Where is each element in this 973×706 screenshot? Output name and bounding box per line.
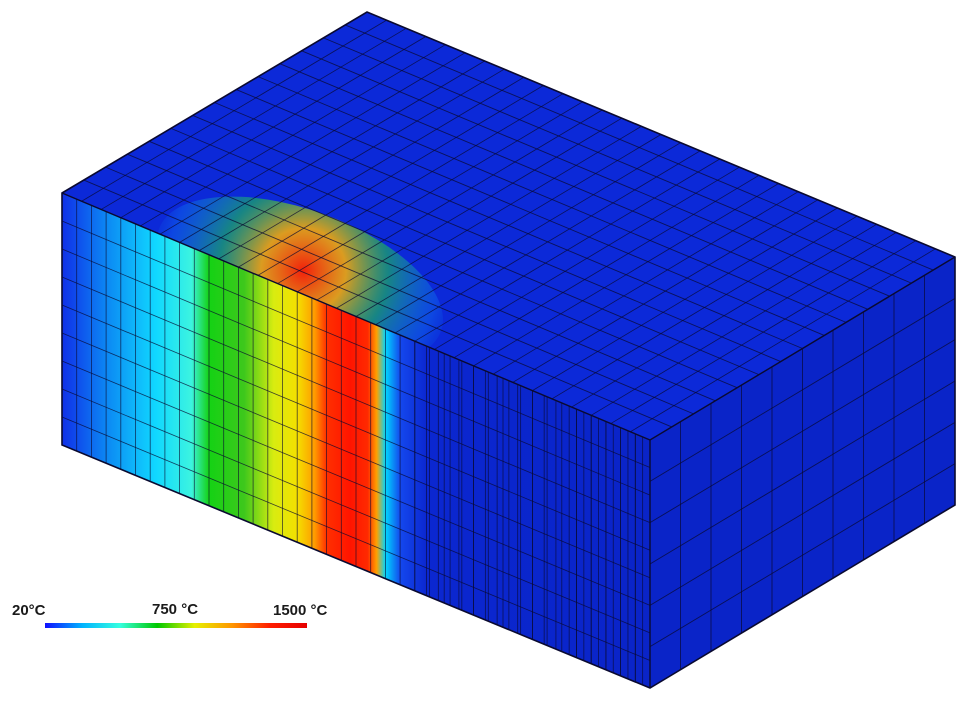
finite-element-mesh bbox=[61, 19, 956, 685]
mesh-line-top-crosswise bbox=[532, 207, 838, 391]
mesh-line-top-crosswise bbox=[355, 134, 662, 317]
mesh-line-top-crosswise bbox=[179, 60, 485, 243]
mesh-line-front-horizontal bbox=[61, 332, 651, 579]
mesh-line-top-crosswise bbox=[120, 36, 427, 219]
mesh-line-top-crosswise bbox=[512, 199, 819, 383]
mesh-line-top-crosswise bbox=[414, 158, 721, 342]
mesh-line-top-crosswise bbox=[81, 19, 387, 202]
mesh-line-top-crosswise bbox=[159, 52, 466, 235]
block-top-face bbox=[62, 12, 955, 440]
legend-mid-label: 750 °C bbox=[152, 601, 199, 618]
mesh-line-top-crosswise bbox=[551, 215, 858, 400]
mesh-line-top-crosswise bbox=[630, 248, 936, 433]
mesh-line-top-crosswise bbox=[571, 223, 877, 408]
mesh-line-side-horizontal bbox=[649, 463, 956, 648]
mesh-line-top-crosswise bbox=[375, 142, 681, 326]
mesh-line-top-crosswise bbox=[336, 125, 642, 309]
mesh-line-side-horizontal bbox=[649, 380, 956, 565]
mesh-line-top-crosswise bbox=[296, 109, 603, 293]
mesh-line-front-horizontal bbox=[61, 304, 651, 551]
mesh-line-front-horizontal bbox=[61, 248, 651, 496]
mesh-line-side-horizontal bbox=[649, 297, 956, 482]
mesh-line-front-horizontal bbox=[61, 276, 651, 524]
mesh-line-top-crosswise bbox=[453, 174, 760, 359]
mesh-line-top-crosswise bbox=[473, 183, 779, 367]
mesh-line-front-horizontal bbox=[61, 388, 651, 634]
mesh-line-front-horizontal bbox=[61, 360, 651, 606]
block-outline bbox=[61, 11, 956, 689]
mesh-line-top-crosswise bbox=[434, 166, 740, 350]
mesh-line-top-crosswise bbox=[277, 101, 583, 284]
mesh-line-side-horizontal bbox=[649, 421, 956, 606]
legend-max-label: 1500 °C bbox=[273, 602, 328, 619]
mesh-line-top-crosswise bbox=[238, 85, 544, 268]
mesh-line-front-horizontal bbox=[61, 416, 651, 661]
mesh-line-front-horizontal bbox=[61, 220, 651, 468]
legend-color-bar bbox=[45, 623, 307, 628]
mesh-line-top-crosswise bbox=[100, 27, 407, 210]
mesh-line-top-crosswise bbox=[218, 76, 525, 260]
mesh-line-top-crosswise bbox=[257, 93, 564, 276]
mesh-line-top-crosswise bbox=[198, 68, 505, 251]
mesh-line-top-crosswise bbox=[140, 44, 446, 227]
legend-min-label: 20°C bbox=[12, 602, 46, 619]
mesh-line-top-crosswise bbox=[394, 150, 701, 334]
mesh-line-top-crosswise bbox=[316, 117, 623, 301]
mesh-line-top-crosswise bbox=[610, 240, 917, 424]
mesh-line-top-crosswise bbox=[590, 232, 897, 416]
mesh-line-side-horizontal bbox=[649, 339, 956, 524]
mesh-line-top-crosswise bbox=[492, 191, 799, 375]
